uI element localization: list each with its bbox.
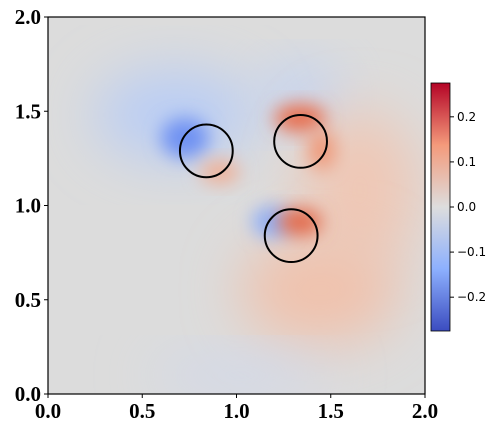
x-tick-label: 1.0 — [223, 399, 249, 423]
colorbar-tick-label: −0.2 — [457, 290, 486, 304]
y-tick-label: 1.0 — [15, 194, 41, 218]
circle-marker — [178, 123, 234, 179]
colorbar — [430, 82, 451, 332]
colorbar-tick-label: 0.0 — [457, 200, 476, 214]
field — [48, 17, 425, 394]
circle-marker — [263, 208, 319, 264]
colorbar-tick-label: −0.1 — [457, 245, 486, 259]
x-tick-label: 1.5 — [318, 399, 344, 423]
circle-marker — [273, 114, 328, 169]
x-tick-label: 0.0 — [35, 399, 61, 423]
x-tick-label: 2.0 — [412, 399, 438, 423]
y-tick-label: 2.0 — [15, 5, 41, 29]
x-tick-label: 0.5 — [129, 399, 155, 423]
y-tick-label: 1.5 — [15, 99, 41, 123]
colorbar-tick-label: 0.2 — [457, 110, 476, 124]
y-tick-label: 0.0 — [15, 382, 41, 406]
y-tick-label: 0.5 — [15, 288, 41, 312]
colorbar-tick-label: 0.1 — [457, 155, 476, 169]
